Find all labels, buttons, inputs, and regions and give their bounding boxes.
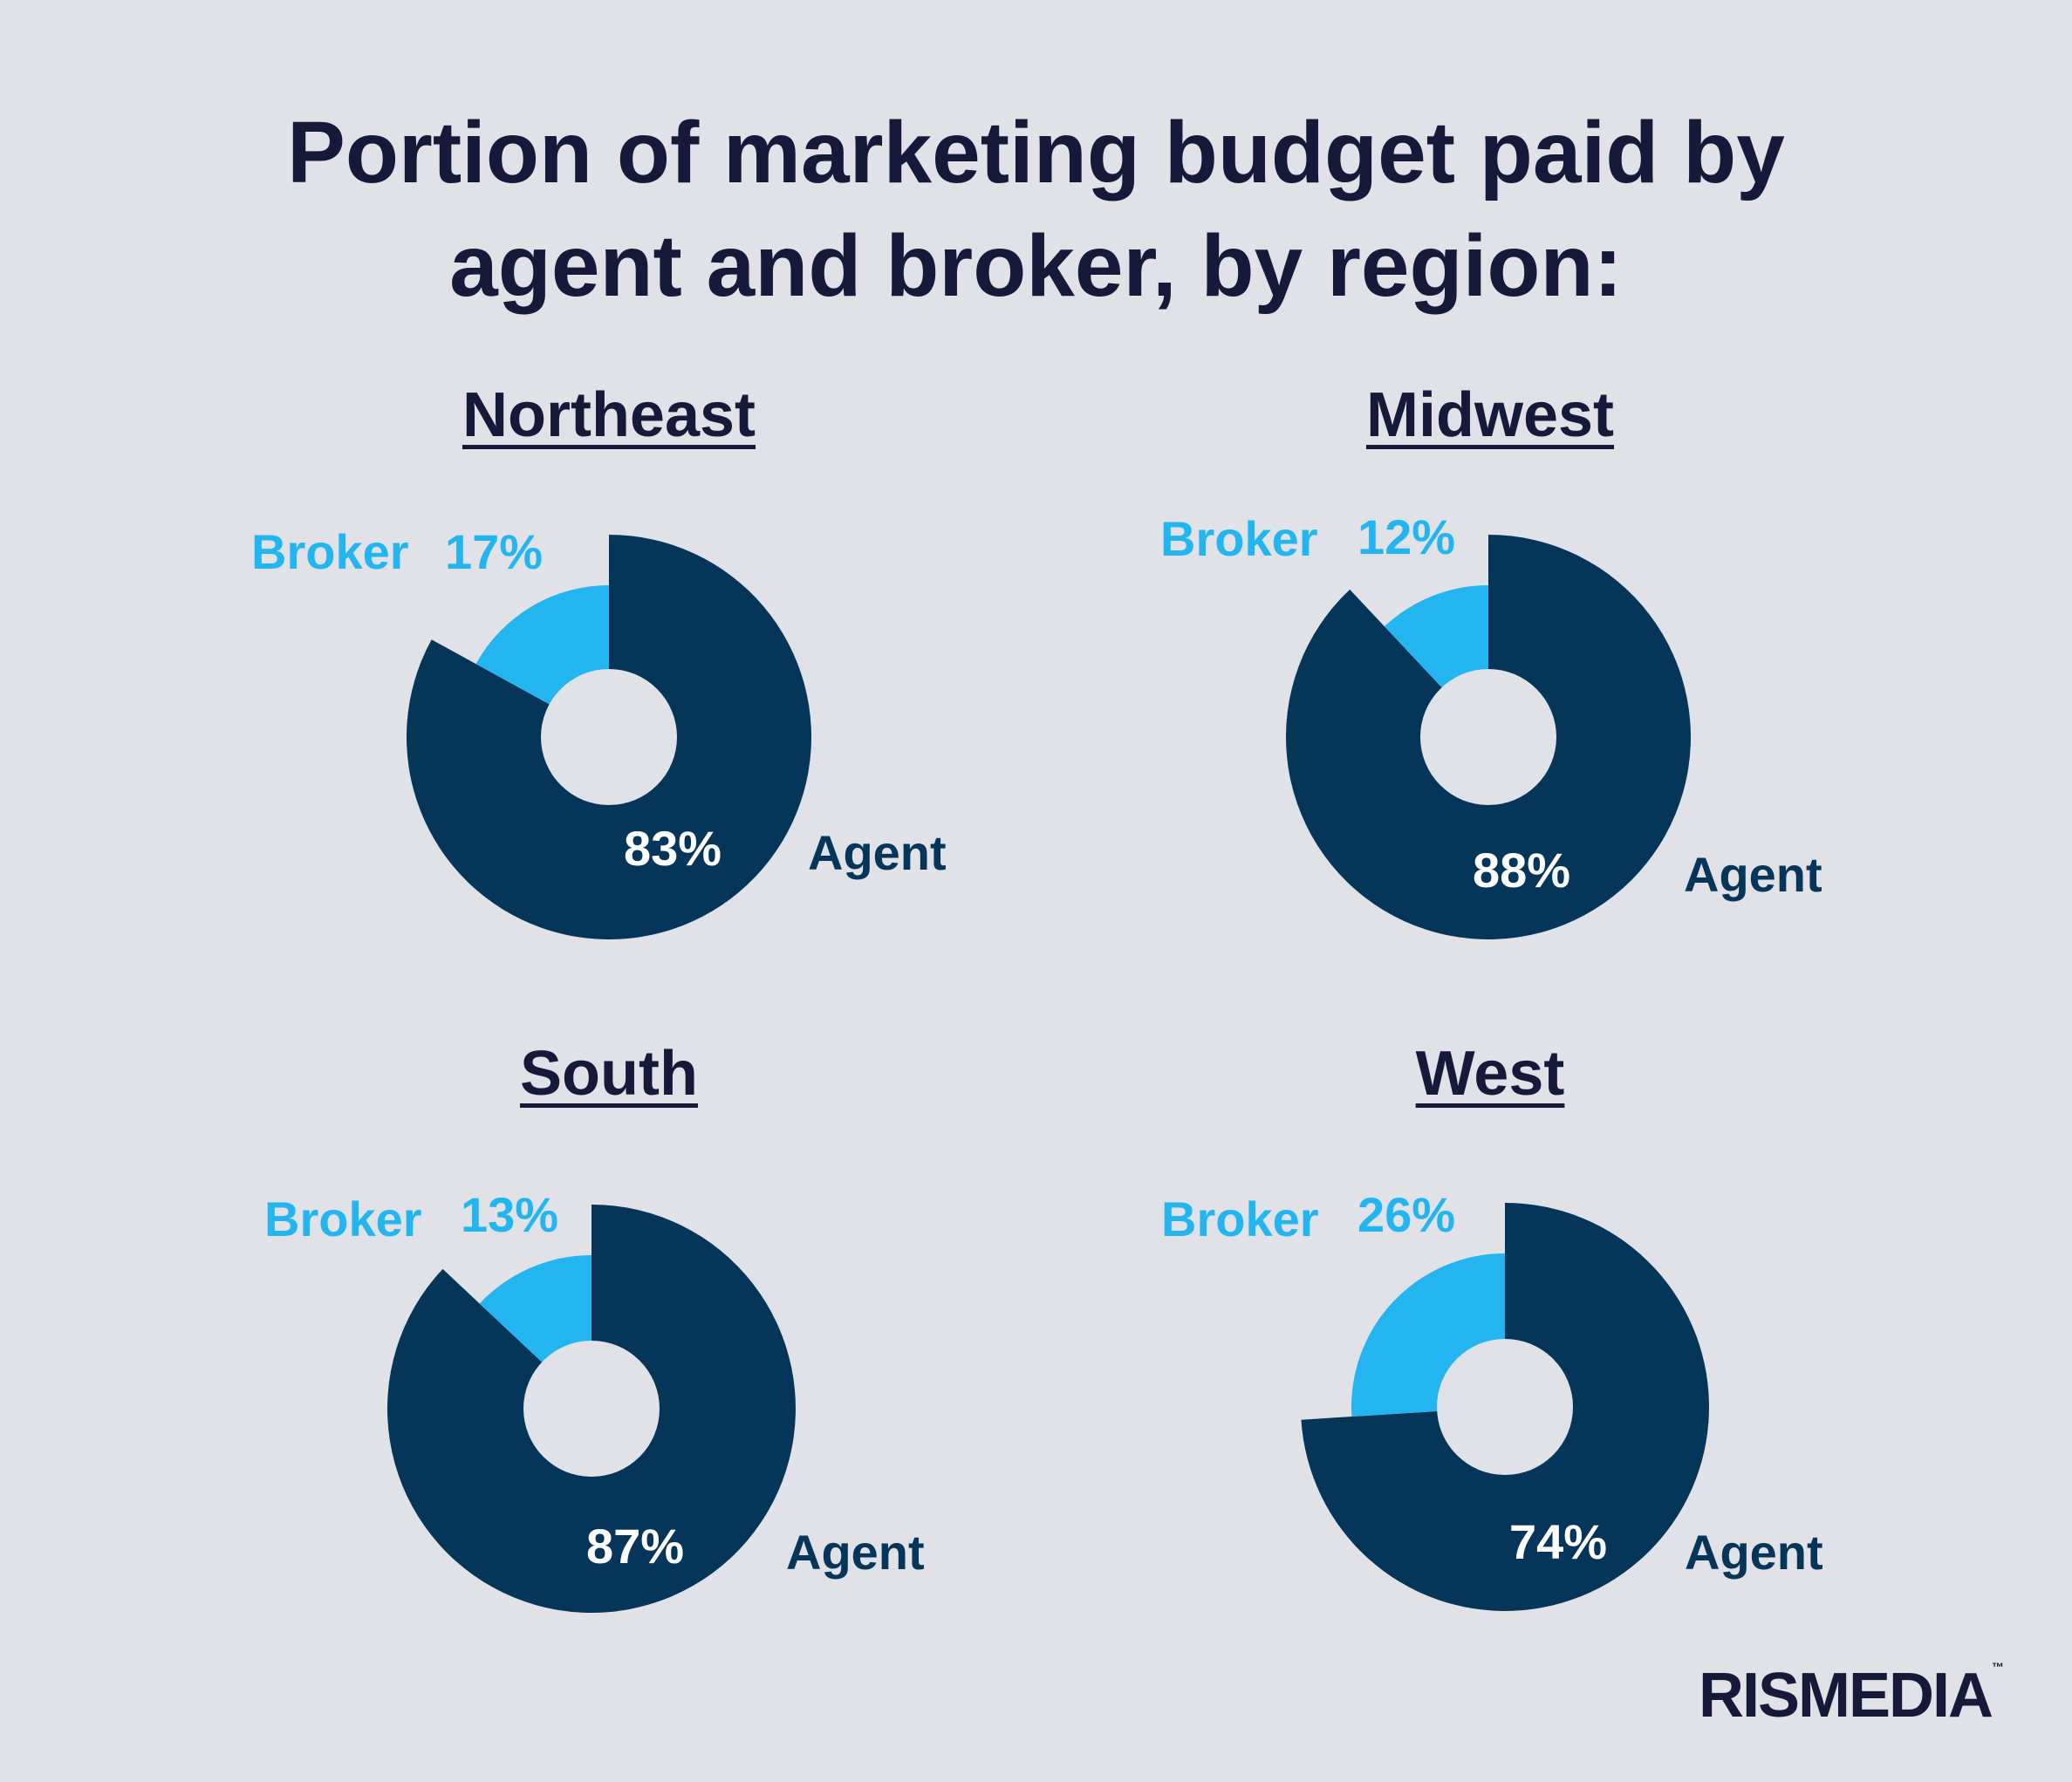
region-title: West bbox=[1054, 1038, 1926, 1109]
chart-title-line-1: Portion of marketing budget paid by bbox=[287, 104, 1785, 201]
region-title-text: South bbox=[520, 1039, 698, 1109]
chart-title-line-2: agent and broker, by region: bbox=[449, 217, 1623, 315]
panel-midwest: Midwest Broker 12% 88% Agent bbox=[1054, 379, 1926, 990]
donut-chart bbox=[406, 535, 811, 939]
region-title: Northeast bbox=[173, 379, 1045, 451]
broker-label: Broker bbox=[1161, 1191, 1319, 1246]
rismedia-logo: RISMEDIA™ bbox=[1699, 1660, 2004, 1731]
agent-label: Agent bbox=[1685, 1525, 1823, 1580]
logo-text: RISMEDIA bbox=[1698, 1661, 1993, 1731]
broker-value-label: 12% bbox=[1357, 509, 1456, 564]
region-title-text: West bbox=[1415, 1039, 1565, 1109]
broker-value-label: 26% bbox=[1357, 1187, 1456, 1242]
broker-value-label: 17% bbox=[445, 524, 544, 579]
donut-chart bbox=[387, 1205, 797, 1613]
broker-label: Broker bbox=[1160, 511, 1318, 566]
broker-label: Broker bbox=[251, 524, 409, 579]
region-title-text: Northeast bbox=[462, 380, 756, 450]
panel-northeast: Northeast Broker 17% 83% Agent bbox=[173, 379, 1045, 990]
donut-hole bbox=[541, 669, 677, 805]
donut-chart bbox=[1286, 535, 1691, 939]
panel-west: West Broker 26% 74% Agent bbox=[1054, 1038, 1926, 1649]
agent-value-label: 88% bbox=[1473, 843, 1571, 898]
region-title: Midwest bbox=[1054, 379, 1926, 451]
region-title-text: Midwest bbox=[1365, 380, 1615, 450]
panel-south: South Broker 13% 87% Agent bbox=[173, 1038, 1045, 1649]
broker-label: Broker bbox=[264, 1191, 422, 1246]
agent-value-label: 83% bbox=[624, 821, 722, 876]
agent-label: Agent bbox=[786, 1525, 925, 1580]
agent-label: Agent bbox=[1684, 847, 1822, 902]
region-title: South bbox=[173, 1038, 1045, 1109]
donut-hole bbox=[523, 1341, 660, 1477]
broker-value-label: 13% bbox=[461, 1187, 559, 1242]
agent-label: Agent bbox=[808, 825, 947, 880]
agent-value-label: 74% bbox=[1509, 1514, 1608, 1569]
chart-title: Portion of marketing budget paid by agen… bbox=[0, 96, 2072, 323]
agent-value-label: 87% bbox=[586, 1519, 685, 1574]
donut-chart bbox=[1301, 1203, 1709, 1611]
logo-trademark: ™ bbox=[1992, 1660, 2004, 1674]
donut-hole bbox=[1437, 1339, 1573, 1475]
donut-hole bbox=[1420, 669, 1556, 805]
